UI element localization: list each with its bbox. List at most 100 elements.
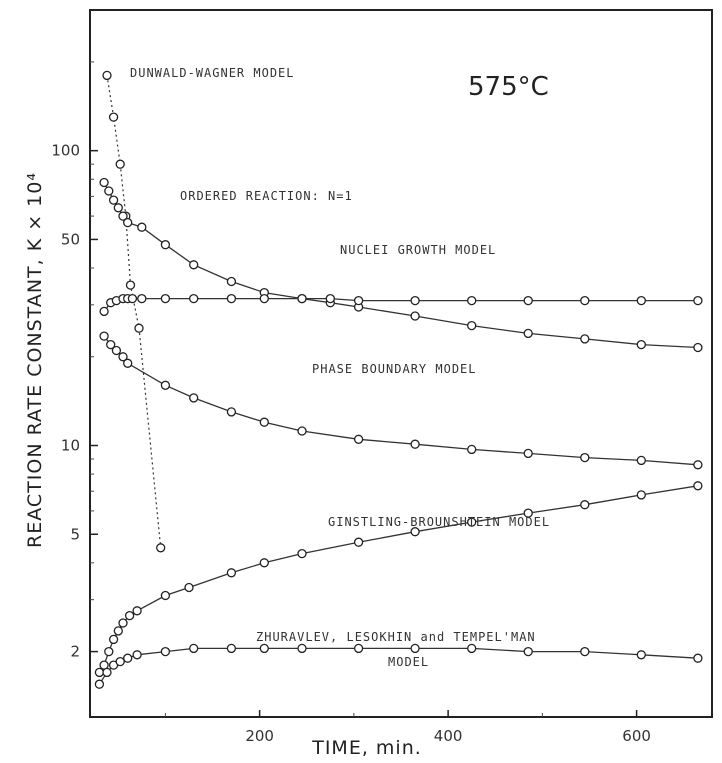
data-point xyxy=(113,626,123,636)
label-zhuravlev-model: MODEL xyxy=(388,655,429,669)
data-point xyxy=(693,481,703,491)
data-point xyxy=(118,352,128,362)
data-point xyxy=(108,112,119,122)
data-point xyxy=(113,203,123,213)
data-point xyxy=(99,306,109,317)
data-point xyxy=(99,177,109,188)
label-phase-boundary: PHASE BOUNDARY MODEL xyxy=(312,362,477,376)
data-point xyxy=(353,643,364,654)
data-point xyxy=(137,293,147,304)
series-group xyxy=(102,70,166,553)
data-point xyxy=(102,70,112,81)
data-point xyxy=(184,582,194,593)
data-point xyxy=(297,293,307,304)
data-point xyxy=(580,295,590,306)
series-line xyxy=(106,75,162,548)
data-point xyxy=(410,311,420,321)
data-point xyxy=(693,295,703,306)
x-axis-label: TIME, min. xyxy=(311,737,422,759)
data-point xyxy=(226,276,237,287)
data-point xyxy=(580,334,590,344)
data-point xyxy=(693,460,703,470)
data-point xyxy=(467,444,477,455)
label-zhuravlev: ZHURAVLEV, LESOKHIN and TEMPEL'MAN xyxy=(256,630,536,644)
data-point xyxy=(226,568,237,578)
data-point xyxy=(580,500,590,510)
data-point xyxy=(125,280,136,290)
data-point xyxy=(467,320,477,331)
data-point xyxy=(189,260,199,270)
data-point xyxy=(467,517,477,527)
data-point xyxy=(189,643,199,654)
x-tick-label: 400 xyxy=(434,727,463,745)
data-point xyxy=(115,656,125,667)
data-point xyxy=(160,293,171,304)
data-point xyxy=(94,679,105,689)
x-tick-labels: 200 400 600 xyxy=(245,727,651,745)
data-point xyxy=(523,295,533,306)
data-point xyxy=(156,543,166,553)
data-point xyxy=(104,186,114,196)
data-point xyxy=(353,434,364,444)
y-axis-label: REACTION RATE CONSTANT, K × 10⁴ xyxy=(24,172,46,548)
data-point xyxy=(132,606,142,616)
data-point xyxy=(160,240,171,250)
label-ginstling-brounshtein: GINSTLING-BROUNSHTEIN MODEL xyxy=(328,515,550,529)
data-point xyxy=(99,331,109,341)
data-point xyxy=(259,293,269,304)
data-point xyxy=(108,195,119,205)
plot-frame xyxy=(89,9,713,718)
data-point xyxy=(123,217,133,228)
data-point xyxy=(410,643,420,654)
data-point xyxy=(160,646,171,657)
data-point xyxy=(636,650,646,660)
data-point xyxy=(189,293,199,304)
data-point xyxy=(580,452,590,463)
y-tick-label: 100 xyxy=(51,142,80,160)
data-point xyxy=(118,211,128,221)
series-group xyxy=(99,177,703,353)
data-point xyxy=(693,342,703,353)
data-point xyxy=(124,610,135,621)
data-point xyxy=(259,417,269,427)
data-point xyxy=(636,295,646,306)
data-point xyxy=(580,646,590,657)
data-point xyxy=(102,667,112,678)
data-point xyxy=(353,295,364,306)
data-point xyxy=(523,328,533,339)
data-point xyxy=(127,293,138,304)
data-point xyxy=(259,643,269,654)
data-point xyxy=(467,295,477,306)
data-point xyxy=(137,222,147,232)
data-point xyxy=(636,490,646,500)
data-point xyxy=(226,643,237,654)
data-point xyxy=(636,339,646,350)
data-point xyxy=(134,323,144,333)
series-group xyxy=(99,293,703,317)
data-point xyxy=(297,426,307,436)
data-point xyxy=(259,558,269,568)
x-tick-label: 600 xyxy=(622,727,651,745)
x-tick-label: 200 xyxy=(245,727,274,745)
data-point xyxy=(523,646,533,657)
data-point xyxy=(693,653,703,663)
data-point xyxy=(108,634,119,645)
series-group xyxy=(94,643,703,689)
data-point xyxy=(297,548,307,559)
series-group xyxy=(99,331,703,470)
data-point xyxy=(523,448,533,459)
y-tick-label: 2 xyxy=(70,643,80,661)
data-point xyxy=(523,508,533,518)
data-point xyxy=(104,646,114,657)
data-point xyxy=(325,293,335,304)
data-point xyxy=(297,643,307,654)
series-layer xyxy=(94,70,703,689)
data-point xyxy=(353,537,364,547)
data-point xyxy=(160,590,171,601)
series-line xyxy=(98,485,699,673)
data-point xyxy=(226,407,237,417)
temperature-label: 575°C xyxy=(468,72,549,102)
data-point xyxy=(189,393,199,403)
data-point xyxy=(111,345,122,356)
data-point xyxy=(636,455,646,466)
